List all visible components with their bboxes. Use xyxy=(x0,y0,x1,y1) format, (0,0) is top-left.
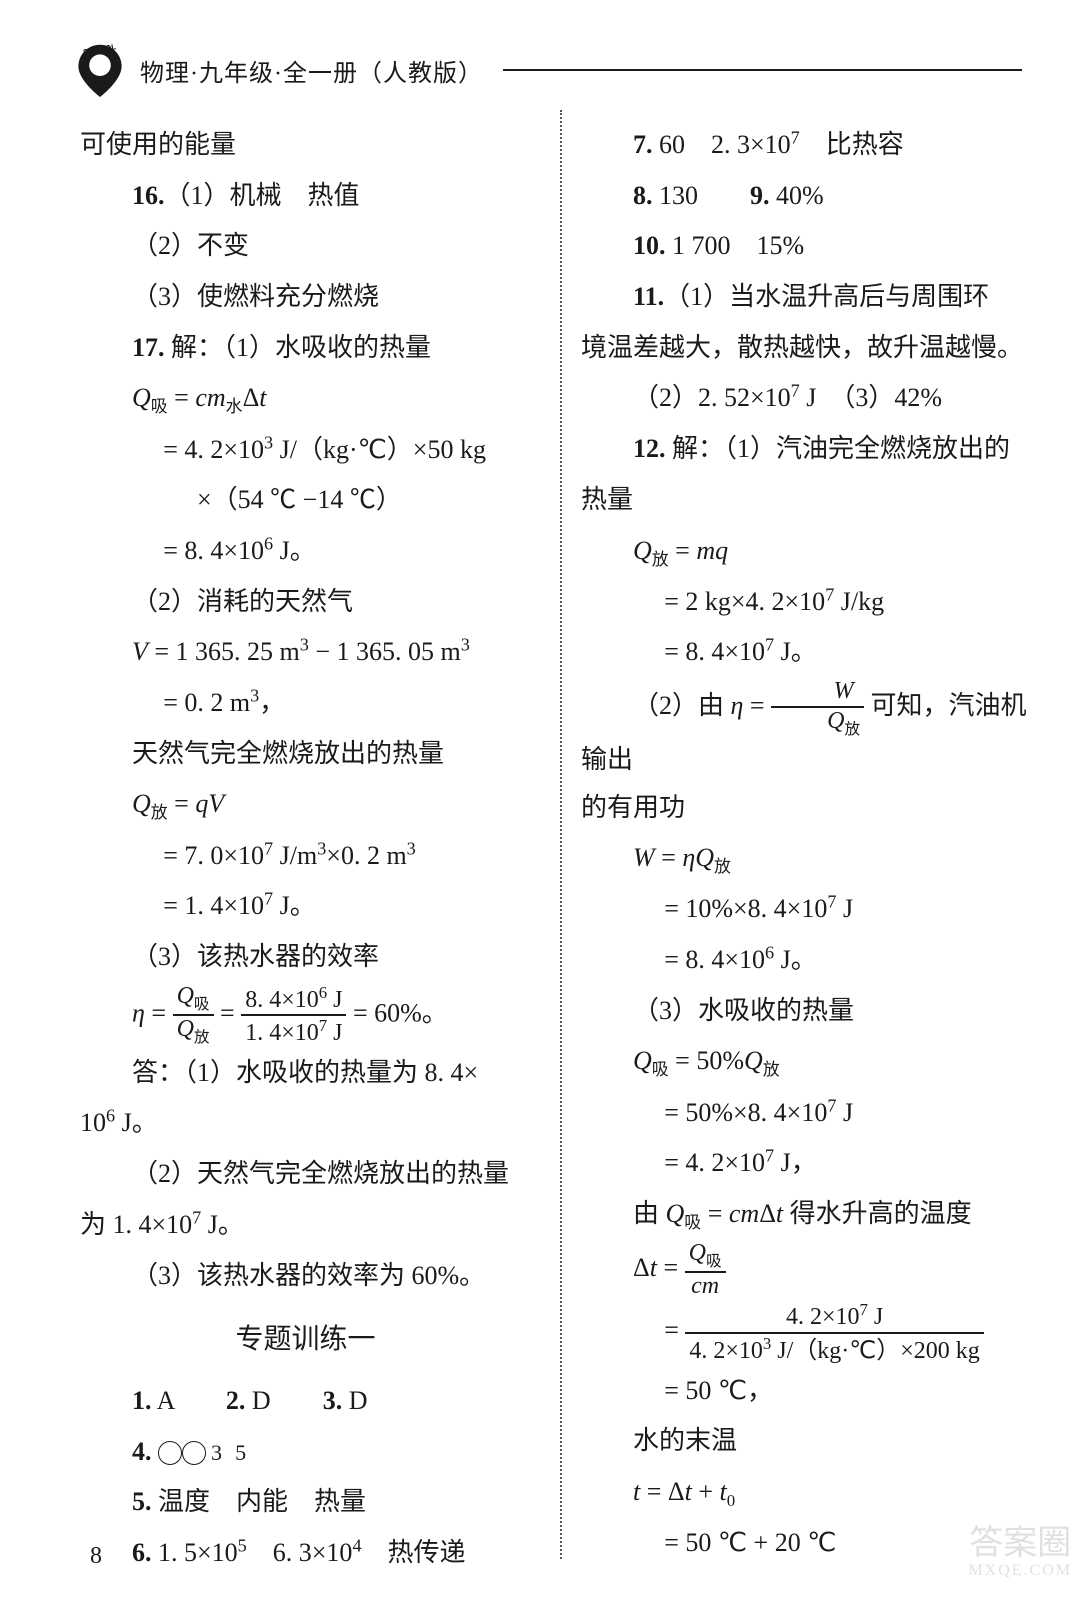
eq: = 1. 4×107 J。 xyxy=(80,881,531,932)
answers: 6. 1. 5×105 6. 3×104 热传递 xyxy=(80,1528,531,1579)
text: （3）使燃料充分燃烧 xyxy=(80,272,531,323)
eq: Q放 = qV xyxy=(80,779,531,830)
text: 境温差越大，散热越快，故升温越慢。 xyxy=(581,323,1032,374)
right-column: 7. 60 2. 3×107 比热容 8. 130 9. 40% 10. 1 7… xyxy=(556,120,1032,1579)
text: 答：（1）水吸收的热量为 8. 4× xyxy=(80,1048,531,1099)
content-columns: 可使用的能量 16.（1）机械 热值 （2）不变 （3）使燃料充分燃烧 17. … xyxy=(0,110,1092,1579)
column-divider xyxy=(560,110,562,1559)
page-header: SCHOOL 物理·九年级·全一册（人教版） xyxy=(0,0,1092,110)
text: 12. 解：（1）汽油完全燃烧放出的 xyxy=(581,424,1032,475)
eq: ×（54 ℃ −14 ℃） xyxy=(80,475,531,526)
section-title: 专题训练一 xyxy=(80,1301,531,1376)
text: 天然气完全燃烧放出的热量 xyxy=(80,729,531,780)
text: 水的末温 xyxy=(581,1416,1032,1467)
eq: η = Q吸Q放 = 8. 4×106 J1. 4×107 J = 60%。 xyxy=(80,983,531,1048)
text: （2）2. 52×107 J （3）42% xyxy=(581,373,1032,424)
answers: 1. A 2. D 3. D xyxy=(80,1376,531,1427)
text: 热量 xyxy=(581,475,1032,526)
eq: = 4. 2×103 J/（kg·℃）×50 kg xyxy=(80,425,531,476)
eq: = 4. 2×107 J， xyxy=(581,1138,1032,1189)
text: 的有用功 xyxy=(581,783,1032,834)
school-logo-icon: SCHOOL xyxy=(70,40,130,100)
eq: = 8. 4×106 J。 xyxy=(80,526,531,577)
watermark: 答案圈 MXQE.COM xyxy=(968,1525,1072,1580)
header-rule xyxy=(503,69,1022,71)
answers: 4. 35 xyxy=(80,1427,531,1478)
eq: Q放 = mq xyxy=(581,526,1032,577)
answers: 7. 60 2. 3×107 比热容 xyxy=(581,120,1032,171)
eq: = 50 ℃ + 20 ℃ xyxy=(581,1518,1032,1569)
text: （2）天然气完全燃烧放出的热量 xyxy=(80,1149,531,1200)
eq: t = Δt + t0 xyxy=(581,1467,1032,1518)
text: 16.（1）机械 热值 xyxy=(80,171,531,222)
text: （2）不变 xyxy=(80,221,531,272)
eq: = 10%×8. 4×107 J xyxy=(581,884,1032,935)
eq: = 4. 2×107 J4. 2×103 J/（kg·℃）×200 kg xyxy=(581,1300,1032,1365)
eq: = 2 kg×4. 2×107 J/kg xyxy=(581,577,1032,628)
eq: = 0. 2 m3， xyxy=(80,678,531,729)
eq: W = ηQ放 xyxy=(581,833,1032,884)
answers: 8. 130 9. 40% xyxy=(581,171,1032,222)
eq: Q吸 = cm水Δt xyxy=(80,373,531,424)
eq: V = 1 365. 25 m3 − 1 365. 05 m3 xyxy=(80,627,531,678)
eq: = 50%×8. 4×107 J xyxy=(581,1088,1032,1139)
eq: = 8. 4×106 J。 xyxy=(581,935,1032,986)
eq: （2）由 η = WQ放 可知，汽油机输出 xyxy=(581,678,1032,783)
eq: Δt = Q吸cm xyxy=(581,1240,1032,1300)
page-number: 8 xyxy=(90,1543,102,1570)
eq: Q吸 = 50%Q放 xyxy=(581,1036,1032,1087)
text: （3）该热水器的效率 xyxy=(80,932,531,983)
text: 106 J。 xyxy=(80,1098,531,1149)
text: 为 1. 4×107 J。 xyxy=(80,1200,531,1251)
left-column: 可使用的能量 16.（1）机械 热值 （2）不变 （3）使燃料充分燃烧 17. … xyxy=(80,120,556,1579)
text: 11.（1）当水温升高后与周围环 xyxy=(581,272,1032,323)
eq: = 50 ℃， xyxy=(581,1366,1032,1417)
header-title: 物理·九年级·全一册（人教版） xyxy=(140,53,483,88)
watermark-text: 答案圈 xyxy=(968,1525,1072,1562)
answers: 10. 1 700 15% xyxy=(581,221,1032,272)
eq: = 7. 0×107 J/m3×0. 2 m3 xyxy=(80,831,531,882)
eq: = 8. 4×107 J。 xyxy=(581,627,1032,678)
text: （3）该热水器的效率为 60%。 xyxy=(80,1251,531,1302)
watermark-url: MXQE.COM xyxy=(968,1562,1072,1580)
text: 可使用的能量 xyxy=(80,120,531,171)
eq: 由 Q吸 = cmΔt 得水升高的温度 xyxy=(581,1189,1032,1240)
text: （2）消耗的天然气 xyxy=(80,577,531,628)
answers: 5. 温度 内能 热量 xyxy=(80,1477,531,1528)
text: 17. 解：（1）水吸收的热量 xyxy=(80,323,531,374)
text: （3）水吸收的热量 xyxy=(581,986,1032,1037)
